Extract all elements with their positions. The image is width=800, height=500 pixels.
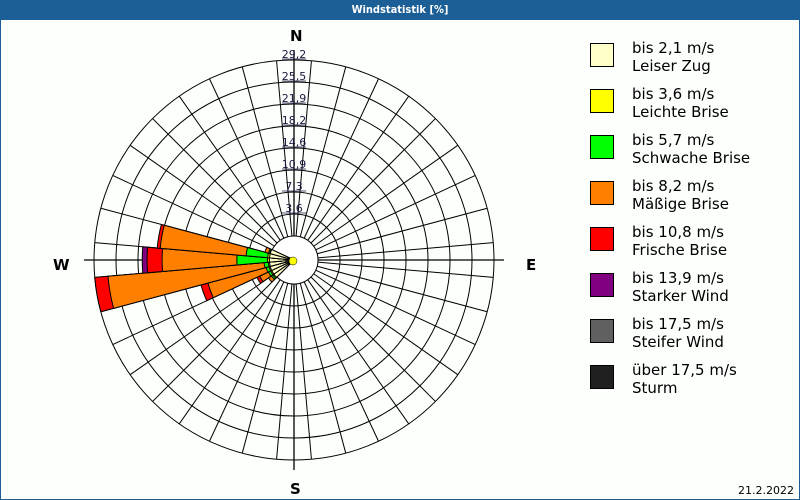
legend-label: bis 8,2 m/s Mäßige Brise xyxy=(632,177,729,213)
wind-petal-segment xyxy=(107,259,295,309)
ring-label: 21,9 xyxy=(282,92,307,105)
compass-east: E xyxy=(526,256,537,274)
wind-petal-segment xyxy=(269,248,295,261)
legend-swatch xyxy=(590,181,614,205)
legend-swatch xyxy=(590,89,614,113)
compass-north: N xyxy=(290,27,303,45)
date-label: 21.2.2022 xyxy=(738,484,794,497)
ring-label: 18,2 xyxy=(282,114,307,127)
ring-label: 3,6 xyxy=(285,202,303,215)
ring-label: 25,5 xyxy=(282,70,307,83)
compass-south: S xyxy=(290,480,301,498)
ring-label: 10,9 xyxy=(282,158,307,171)
legend-swatch xyxy=(590,273,614,297)
wind-petals xyxy=(94,223,298,313)
legend-label: bis 5,7 m/s Schwache Brise xyxy=(632,131,751,167)
legend-swatch xyxy=(590,319,614,343)
ring-labels: 3,6 7,3 10,9 14,6 18,2 21,9 25,5 29,2 xyxy=(282,48,307,215)
legend-swatch xyxy=(590,135,614,159)
legend-label: bis 13,9 m/s Starker Wind xyxy=(632,269,729,305)
ring-label: 14,6 xyxy=(282,136,307,149)
legend-label: bis 3,6 m/s Leichte Brise xyxy=(632,85,729,121)
compass-west: W xyxy=(53,256,70,274)
legend-label: bis 10,8 m/s Frische Brise xyxy=(632,223,728,259)
legend-swatch xyxy=(590,43,614,67)
chart-title: Windstatistik [%] xyxy=(0,0,800,20)
legend-label: über 17,5 m/s Sturm xyxy=(632,361,737,397)
legend-label: bis 17,5 m/s Steifer Wind xyxy=(632,315,724,351)
ring-label: 29,2 xyxy=(282,48,307,61)
ring-label: 7,3 xyxy=(285,180,303,193)
legend-label: bis 2,1 m/s Leiser Zug xyxy=(632,39,715,75)
legend-swatch xyxy=(590,227,614,251)
legend-swatch xyxy=(590,365,614,389)
